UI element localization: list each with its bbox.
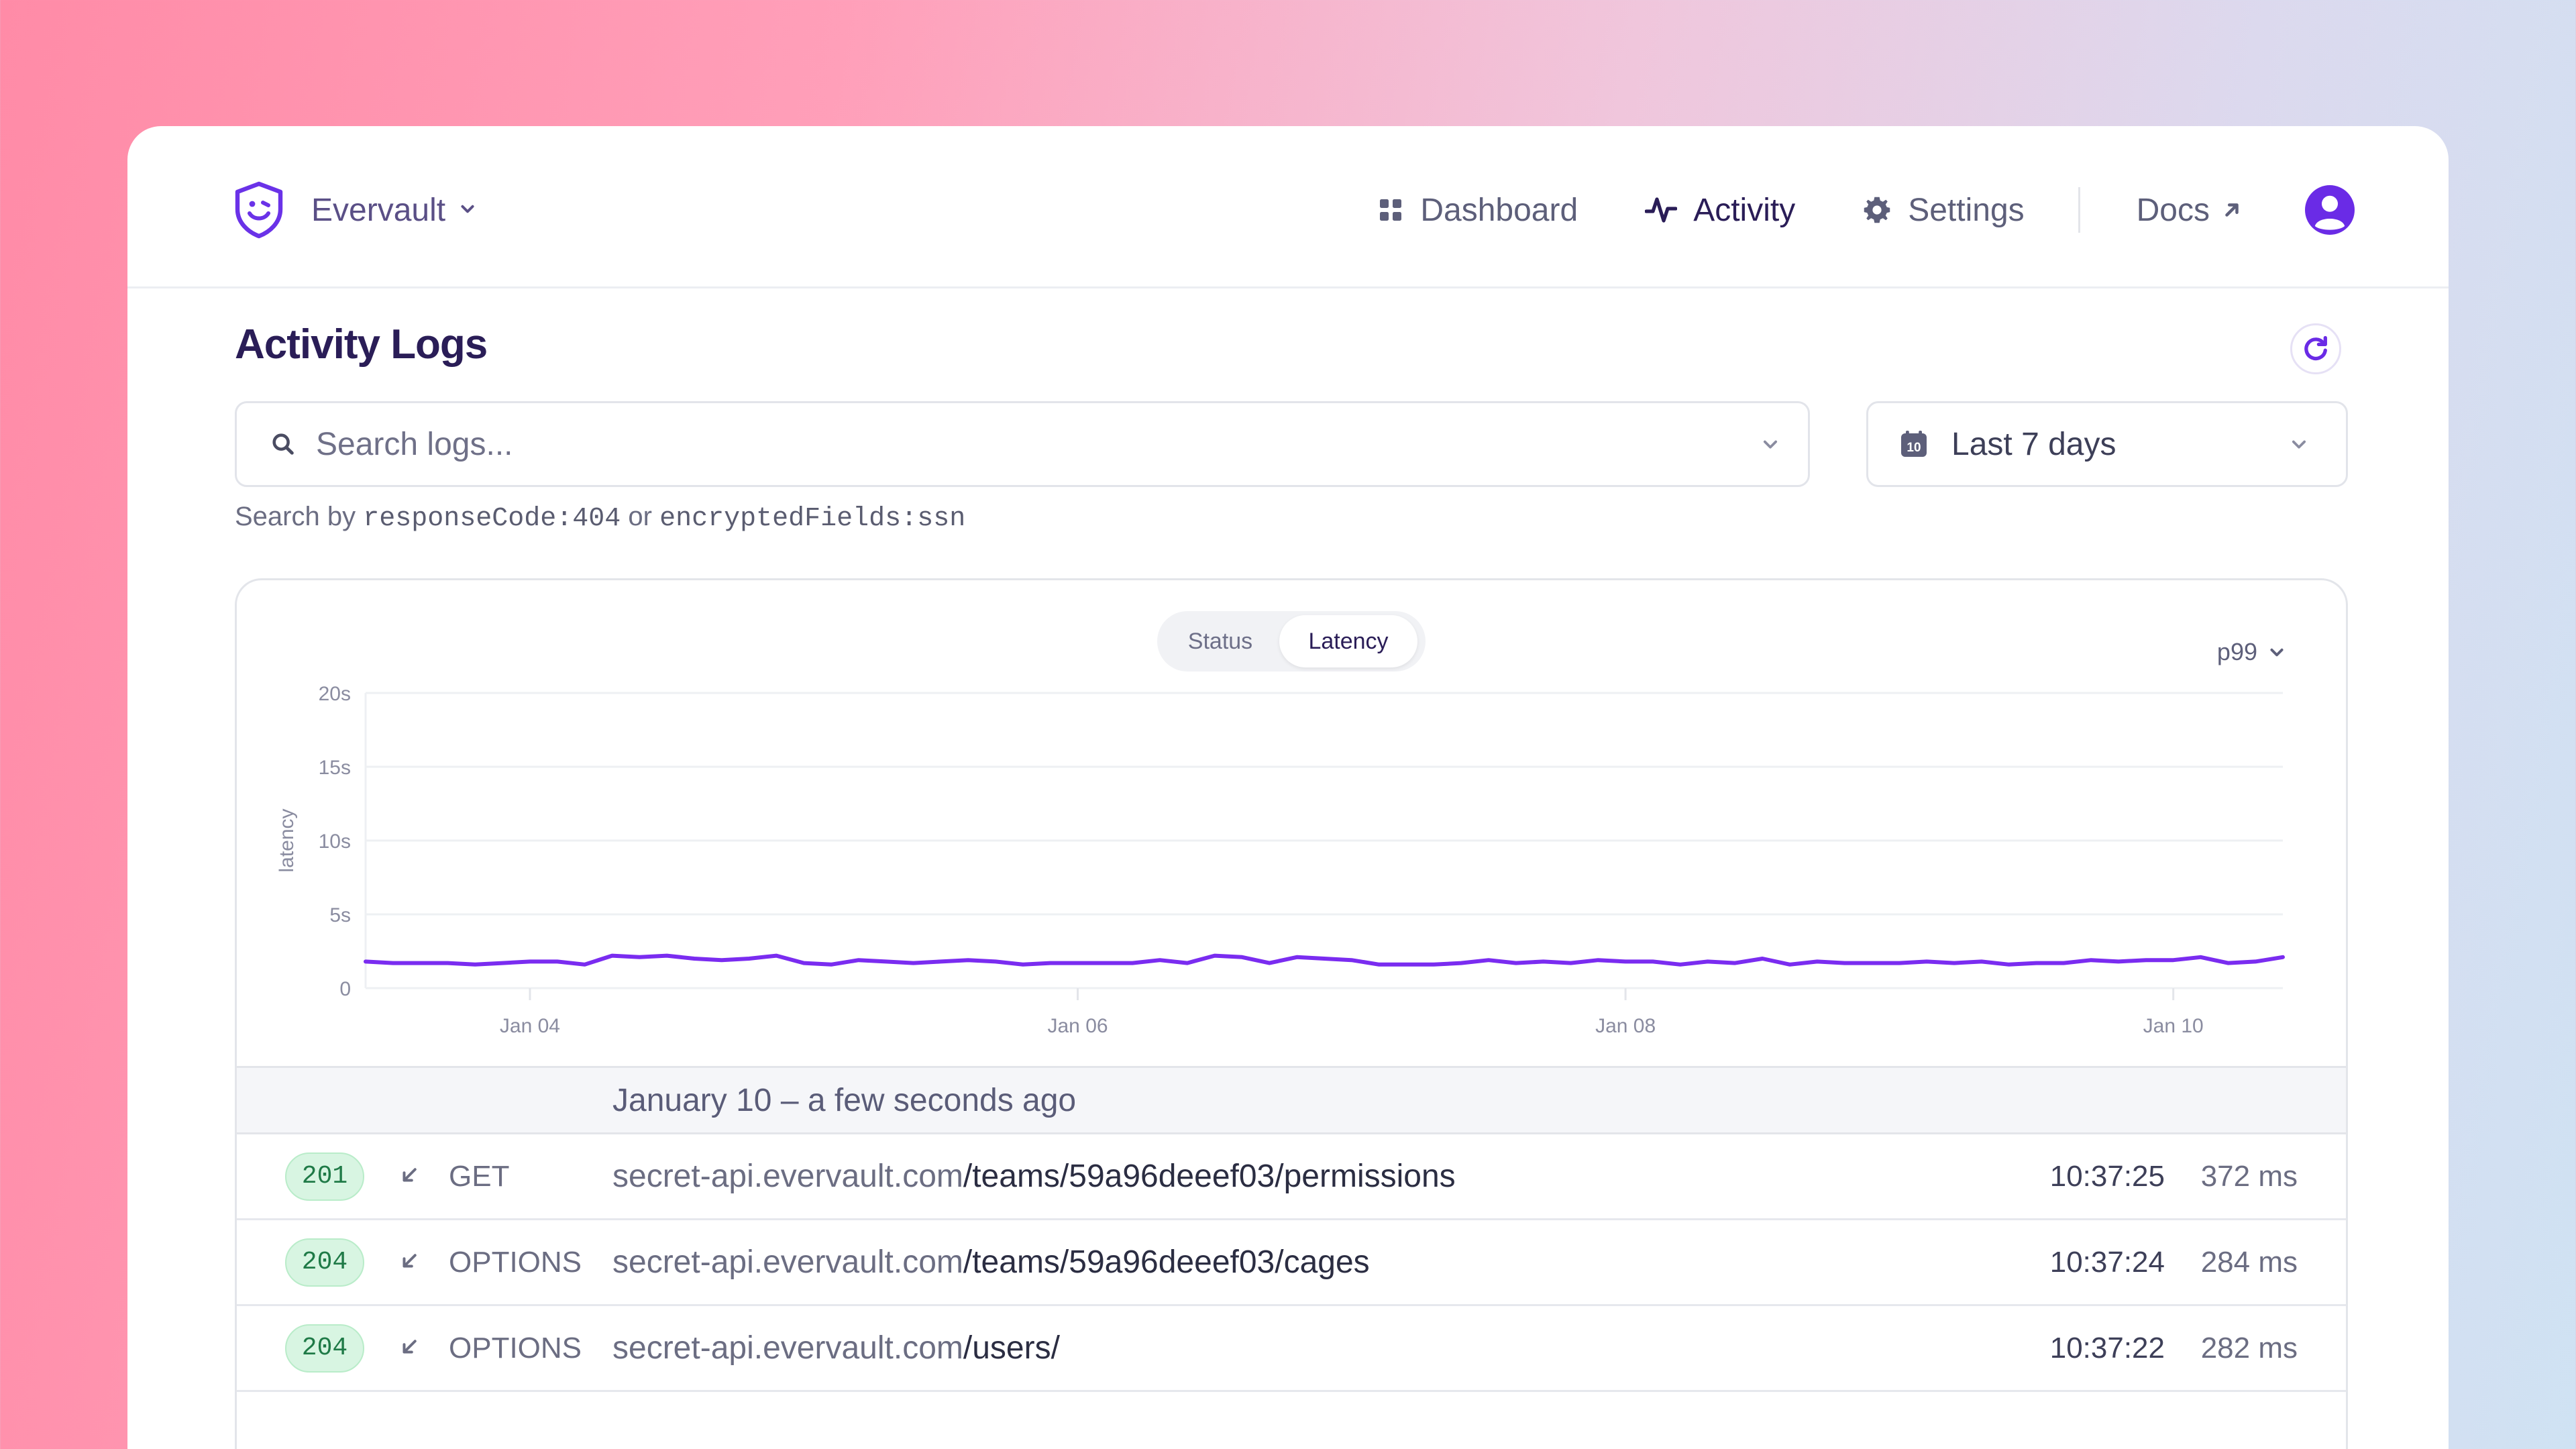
chevron-down-icon: [459, 200, 476, 221]
gear-icon: [1864, 197, 1890, 223]
http-method: OPTIONS: [449, 1331, 582, 1364]
nav-activity[interactable]: Activity: [1645, 192, 1795, 229]
hint-example-response-code: responseCode:404: [363, 504, 621, 534]
search-hint: Search by responseCode:404 or encryptedF…: [235, 502, 965, 534]
top-navbar: Evervault Dashboard Activity: [127, 126, 2449, 288]
latency-series-line: [364, 953, 2285, 967]
status-badge: 204: [285, 1324, 364, 1373]
request-duration: 282 ms: [2200, 1331, 2298, 1364]
log-row[interactable]: 204 OPTIONS secret-api.evervault.com/teams…: [237, 1220, 2346, 1306]
page-title: Activity Logs: [235, 321, 488, 368]
chart-mode-toggle: Status Latency: [1157, 611, 1426, 672]
http-method: OPTIONS: [449, 1245, 582, 1279]
percentile-value: p99: [2216, 638, 2257, 665]
nav-divider: [2078, 187, 2080, 233]
y-tick-label: 5s: [329, 904, 351, 926]
toggle-status[interactable]: Status: [1187, 628, 1253, 654]
inbound-arrow-icon: [399, 1251, 419, 1275]
chevron-down-icon: [1763, 440, 1778, 449]
activity-panel: Status Latency p99 20s 15s 10s 5s 0 latency Ja…: [235, 578, 2348, 1449]
request-url: secret-api.evervault.com/teams/59a96deee…: [612, 1158, 1456, 1195]
y-tick-label: 0: [339, 978, 351, 1000]
log-group-label: January 10 – a few seconds ago: [612, 1082, 1077, 1118]
user-avatar-icon: [2305, 185, 2355, 235]
status-badge: 201: [285, 1152, 364, 1201]
request-duration: 372 ms: [2200, 1159, 2298, 1193]
activity-icon: [1645, 197, 1678, 223]
chevron-down-icon: [2292, 440, 2306, 449]
refresh-icon: [2304, 335, 2327, 361]
request-duration: 284 ms: [2200, 1245, 2298, 1279]
x-tick-label: Jan 10: [2143, 1015, 2204, 1037]
nav-settings-label: Settings: [1908, 192, 2025, 228]
org-name: Evervault: [311, 192, 446, 228]
search-logs-input[interactable]: Search logs...: [235, 401, 1810, 487]
request-host: secret-api.evervault.com: [612, 1244, 963, 1280]
refresh-button[interactable]: [2290, 323, 2341, 374]
nav-dashboard-label: Dashboard: [1420, 192, 1578, 228]
request-url: secret-api.evervault.com/teams/59a96deee…: [612, 1244, 1370, 1281]
request-time: 10:37:25: [2049, 1159, 2165, 1193]
log-row[interactable]: 204 OPTIONS secret-api.evervault.com/users…: [237, 1306, 2346, 1392]
y-tick-label: 10s: [319, 830, 351, 853]
inbound-arrow-icon: [399, 1337, 419, 1360]
x-tick-label: Jan 08: [1595, 1015, 1656, 1037]
percentile-select[interactable]: p99: [2217, 638, 2286, 666]
chevron-down-icon: [2270, 648, 2284, 657]
svg-text:10: 10: [1907, 441, 1921, 455]
date-range-value: Last 7 days: [1951, 426, 2116, 462]
http-method: GET: [449, 1159, 510, 1193]
request-path: /teams/59a96deeef03/cages: [963, 1244, 1370, 1280]
log-rows: 201 GET secret-api.evervault.com/teams/59a…: [237, 1134, 2346, 1392]
toggle-latency[interactable]: Latency: [1279, 615, 1417, 667]
request-path: /users/: [963, 1330, 1060, 1366]
nav-dashboard[interactable]: Dashboard: [1377, 192, 1578, 229]
nav-settings[interactable]: Settings: [1862, 192, 2025, 229]
request-host: secret-api.evervault.com: [612, 1159, 963, 1194]
y-axis-label: latency: [276, 808, 298, 872]
hint-example-encrypted-fields: encryptedFields:ssn: [659, 504, 966, 534]
nav-activity-label: Activity: [1693, 192, 1796, 228]
nav-docs-link[interactable]: Docs: [2137, 192, 2242, 229]
external-link-icon: [2225, 203, 2239, 217]
user-avatar-button[interactable]: [2305, 185, 2355, 235]
search-placeholder: Search logs...: [316, 426, 513, 462]
x-tick-label: Jan 04: [500, 1015, 560, 1037]
request-time: 10:37:24: [2049, 1245, 2165, 1279]
latency-chart: 20s 15s 10s 5s 0 latency Jan 04 Jan 06 Jan 08 Jan…: [276, 683, 2285, 1037]
y-tick-label: 20s: [319, 683, 351, 705]
grid-icon: [1380, 199, 1402, 221]
search-icon: [272, 433, 294, 455]
hint-prefix: Search by: [235, 502, 356, 531]
evervault-shield-logo-icon: [233, 181, 284, 239]
app-window: Evervault Dashboard Activity: [127, 126, 2449, 1449]
org-switcher[interactable]: Evervault: [233, 180, 476, 240]
log-row[interactable]: 201 GET secret-api.evervault.com/teams/59a…: [237, 1134, 2346, 1220]
request-host: secret-api.evervault.com: [612, 1330, 963, 1366]
date-range-select[interactable]: 10 Last 7 days: [1866, 401, 2348, 487]
status-badge: 204: [285, 1238, 364, 1287]
main-nav: Dashboard Activity Settings Docs: [1310, 180, 2355, 240]
y-tick-label: 15s: [319, 757, 351, 779]
calendar-icon: 10: [1901, 431, 1927, 457]
hint-joiner: or: [628, 502, 652, 531]
inbound-arrow-icon: [399, 1165, 419, 1189]
request-url: secret-api.evervault.com/users/: [612, 1330, 1060, 1366]
log-group-header: January 10 – a few seconds ago: [237, 1066, 2346, 1134]
request-path: /teams/59a96deeef03/permissions: [963, 1159, 1456, 1194]
nav-docs-label: Docs: [2136, 192, 2210, 228]
request-time: 10:37:22: [2049, 1331, 2165, 1364]
x-tick-label: Jan 06: [1048, 1015, 1108, 1037]
